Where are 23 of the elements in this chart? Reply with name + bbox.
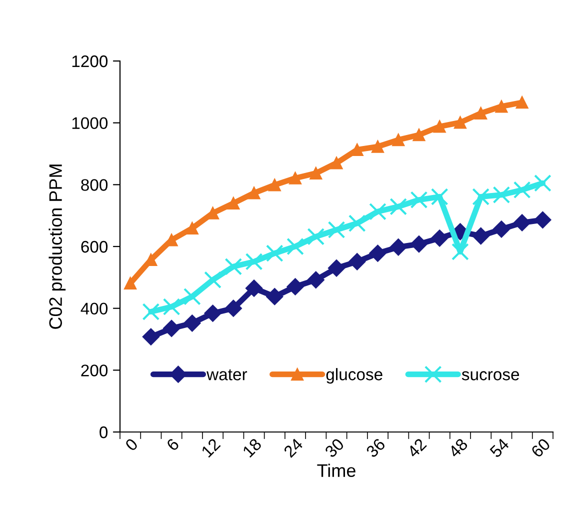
y-tick-label: 400 <box>80 302 108 315</box>
legend-label: glucose <box>326 368 382 384</box>
y-tick-label: 200 <box>81 364 108 376</box>
x-tick-label: 60 <box>530 438 551 458</box>
x-tick-label: 6 <box>166 438 180 452</box>
x-axis-title: Time <box>317 464 356 477</box>
x-tick-label: 24 <box>283 438 304 458</box>
x-tick-label: 0 <box>124 438 139 452</box>
x-tick-label: 36 <box>365 438 386 458</box>
x-tick-label: 12 <box>200 438 221 458</box>
x-tick-label: 42 <box>406 438 427 458</box>
x-tick-label: 30 <box>324 438 345 458</box>
y-tick-label: 800 <box>81 179 108 191</box>
y-tick-label: 0 <box>100 426 108 438</box>
x-tick-label: 54 <box>489 438 510 458</box>
legend-label: water <box>206 369 248 380</box>
y-tick-label: 1000 <box>72 117 108 130</box>
y-axis-title: C02 production PPM <box>48 164 66 329</box>
y-tick-label: 600 <box>81 240 108 253</box>
legend-label: sucrose <box>462 371 520 380</box>
x-tick-label: 18 <box>242 438 262 458</box>
y-tick-label: 1200 <box>72 55 108 68</box>
x-tick-label: 48 <box>448 438 468 458</box>
